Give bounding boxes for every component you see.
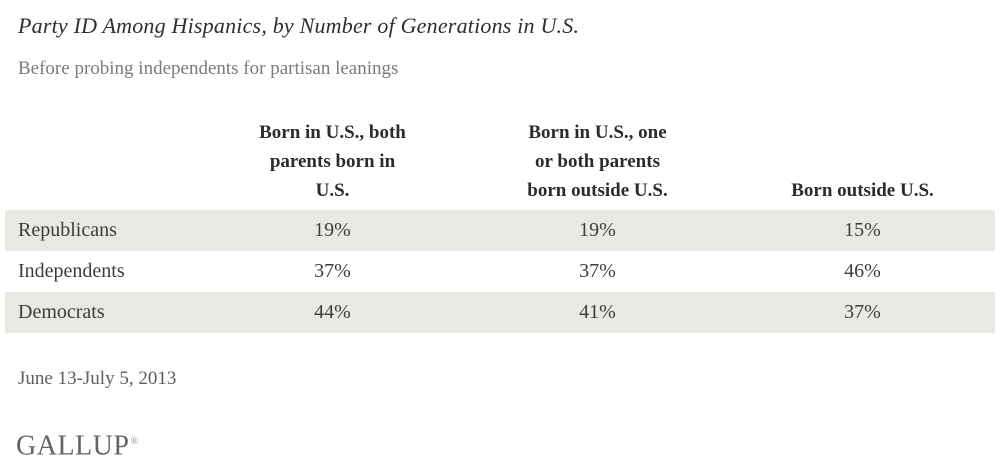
cell-value: 19% — [314, 219, 351, 241]
page-title: Party ID Among Hispanics, by Number of G… — [18, 13, 580, 38]
cell-value: 46% — [844, 260, 881, 282]
column-header-born-outside-us: Born outside U.S. — [791, 180, 934, 201]
table-header-row: Born in U.S., both parents born in U.S. … — [5, 115, 995, 210]
survey-date: June 13-July 5, 2013 — [18, 368, 177, 389]
gallup-logo-text: GALLUP — [16, 430, 130, 462]
cell-value: 37% — [844, 301, 881, 323]
column-header-both-parents-us: Born in U.S., both parents born in U.S. — [259, 122, 406, 201]
gallup-logo: GALLUP® — [16, 426, 139, 462]
table-row-independents: Independents 37% 37% 46% — [5, 251, 995, 292]
cell-value: 15% — [844, 219, 881, 241]
table-row-democrats: Democrats 44% 41% 37% — [5, 292, 995, 333]
row-label: Independents — [18, 260, 125, 282]
page-subtitle: Before probing independents for partisan… — [18, 58, 399, 79]
header-spacer — [5, 205, 200, 210]
cell-value: 37% — [579, 260, 616, 282]
row-label: Republicans — [18, 219, 117, 241]
cell-value: 41% — [579, 301, 616, 323]
cell-value: 19% — [579, 219, 616, 241]
cell-value: 44% — [314, 301, 351, 323]
column-header-one-parent-outside: Born in U.S., one or both parents born o… — [527, 122, 668, 201]
table-row-republicans: Republicans 19% 19% 15% — [5, 210, 995, 251]
cell-value: 37% — [314, 260, 351, 282]
party-id-table: Born in U.S., both parents born in U.S. … — [5, 115, 995, 333]
row-label: Democrats — [18, 301, 105, 323]
registered-trademark-icon: ® — [130, 436, 139, 447]
